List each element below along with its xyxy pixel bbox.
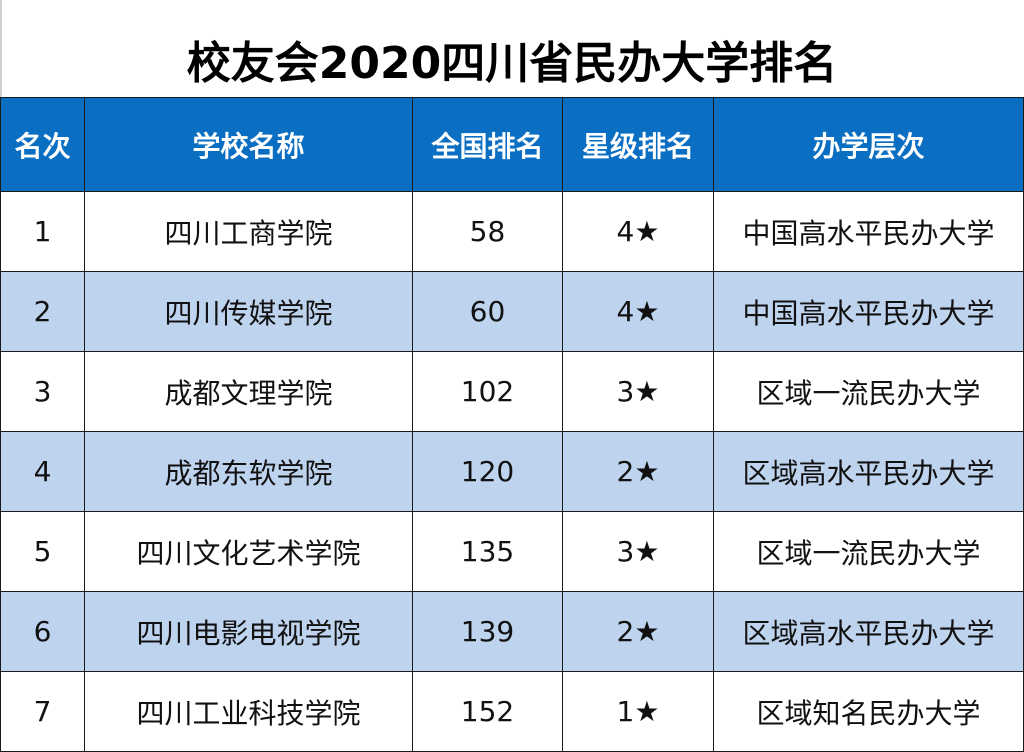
cell-rank: 6 bbox=[0, 591, 85, 672]
cell-rank: 4 bbox=[0, 431, 85, 512]
cell-level: 区域一流民办大学 bbox=[713, 351, 1024, 432]
cell-national-rank: 135 bbox=[412, 511, 563, 592]
cell-national-rank: 60 bbox=[412, 271, 563, 352]
cell-national-rank: 152 bbox=[412, 671, 563, 752]
cell-school: 四川文化艺术学院 bbox=[84, 511, 413, 592]
left-edge-border bbox=[0, 0, 2, 97]
cell-school: 四川工业科技学院 bbox=[84, 671, 413, 752]
cell-star-rank: 2★ bbox=[562, 591, 714, 672]
table-row: 3 成都文理学院 102 3★ 区域一流民办大学 bbox=[0, 351, 1024, 432]
cell-star-rank: 3★ bbox=[562, 511, 714, 592]
cell-level: 区域一流民办大学 bbox=[713, 511, 1024, 592]
cell-national-rank: 139 bbox=[412, 591, 563, 672]
cell-star-rank: 4★ bbox=[562, 191, 714, 272]
header-row: 名次 学校名称 全国排名 星级排名 办学层次 bbox=[0, 97, 1024, 192]
cell-school: 四川传媒学院 bbox=[84, 271, 413, 352]
cell-rank: 3 bbox=[0, 351, 85, 432]
header-rank: 名次 bbox=[0, 97, 85, 192]
cell-school: 成都东软学院 bbox=[84, 431, 413, 512]
cell-level: 区域高水平民办大学 bbox=[713, 431, 1024, 512]
header-level: 办学层次 bbox=[713, 97, 1024, 192]
cell-level: 区域高水平民办大学 bbox=[713, 591, 1024, 672]
cell-national-rank: 58 bbox=[412, 191, 563, 272]
cell-star-rank: 4★ bbox=[562, 271, 714, 352]
table-row: 4 成都东软学院 120 2★ 区域高水平民办大学 bbox=[0, 431, 1024, 512]
ranking-table: 名次 学校名称 全国排名 星级排名 办学层次 1 四川工商学院 58 4★ 中国… bbox=[0, 97, 1024, 752]
cell-level: 中国高水平民办大学 bbox=[713, 191, 1024, 272]
cell-star-rank: 3★ bbox=[562, 351, 714, 432]
cell-school: 四川电影电视学院 bbox=[84, 591, 413, 672]
cell-rank: 2 bbox=[0, 271, 85, 352]
cell-star-rank: 2★ bbox=[562, 431, 714, 512]
header-star-rank: 星级排名 bbox=[562, 97, 714, 192]
cell-level: 中国高水平民办大学 bbox=[713, 271, 1024, 352]
header-national-rank: 全国排名 bbox=[412, 97, 563, 192]
table-row: 6 四川电影电视学院 139 2★ 区域高水平民办大学 bbox=[0, 591, 1024, 672]
table-row: 1 四川工商学院 58 4★ 中国高水平民办大学 bbox=[0, 191, 1024, 272]
cell-rank: 5 bbox=[0, 511, 85, 592]
table-row: 2 四川传媒学院 60 4★ 中国高水平民办大学 bbox=[0, 271, 1024, 352]
cell-national-rank: 120 bbox=[412, 431, 563, 512]
page-title: 校友会2020四川省民办大学排名 bbox=[186, 38, 838, 89]
cell-rank: 1 bbox=[0, 191, 85, 272]
cell-level: 区域知名民办大学 bbox=[713, 671, 1024, 752]
cell-school: 成都文理学院 bbox=[84, 351, 413, 432]
table-row: 7 四川工业科技学院 152 1★ 区域知名民办大学 bbox=[0, 671, 1024, 752]
cell-star-rank: 1★ bbox=[562, 671, 714, 752]
header-school: 学校名称 bbox=[84, 97, 413, 192]
cell-rank: 7 bbox=[0, 671, 85, 752]
table-row: 5 四川文化艺术学院 135 3★ 区域一流民办大学 bbox=[0, 511, 1024, 592]
cell-school: 四川工商学院 bbox=[84, 191, 413, 272]
cell-national-rank: 102 bbox=[412, 351, 563, 432]
